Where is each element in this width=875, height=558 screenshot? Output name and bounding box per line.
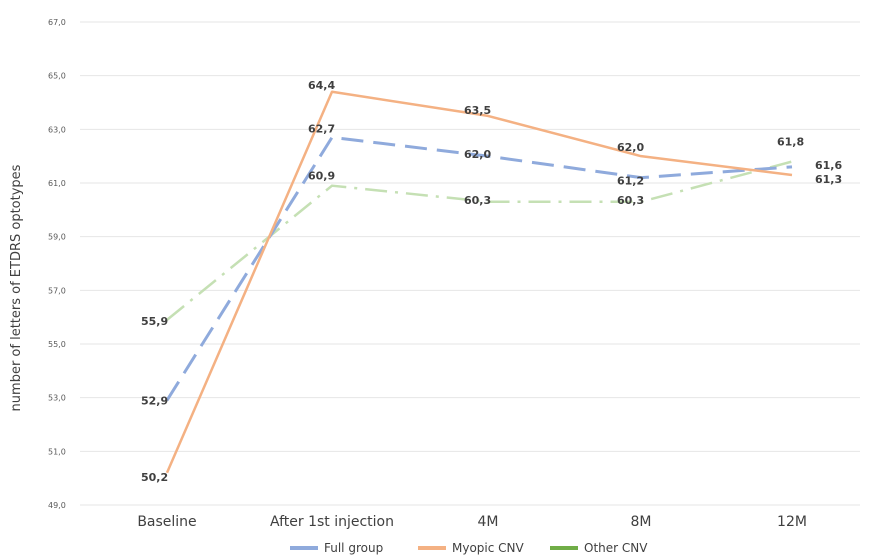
y-tick-label: 67,0 [48,18,66,27]
data-label: 62,0 [617,141,644,154]
data-label: 62,7 [308,122,335,135]
y-tick-label: 65,0 [48,72,66,81]
data-label: 50,2 [141,471,168,484]
x-tick-label: After 1st injection [270,514,394,530]
series-lines [165,90,793,474]
data-label: 61,6 [815,159,842,172]
legend-label: Myopic CNV [452,541,525,555]
legend-label: Other CNV [584,541,648,555]
data-label: 63,5 [464,104,491,117]
data-label: 55,9 [141,315,168,328]
x-tick-label: 8M [631,514,652,530]
x-tick-label: 4M [478,514,499,530]
series-line-other-cnv [166,160,793,321]
y-tick-label: 55,0 [48,340,66,349]
data-label: 60,9 [308,170,335,183]
data-label: 62,0 [464,148,491,161]
y-tick-label: 53,0 [48,394,66,403]
data-label: 61,3 [815,173,842,186]
x-tick-label: 12M [777,514,807,530]
y-tick-label: 59,0 [48,233,66,242]
data-label: 60,3 [464,194,491,207]
gridlines [80,21,860,506]
y-axis-ticks: 49,0 51,0 53,0 55,0 57,0 59,0 61,0 63,0 65,0 67,0 [48,18,66,510]
data-label: 61,2 [617,175,644,188]
legend: Full group Myopic CNV Other CNV [290,541,648,555]
series-line-myopic-cnv [165,90,793,474]
y-tick-label: 61,0 [48,179,66,188]
x-tick-label: Baseline [137,514,196,530]
x-axis-ticks: Baseline After 1st injection 4M 8M 12M [137,514,807,530]
y-axis-label: number of letters of ETDRS optotypes [9,164,24,411]
y-tick-label: 57,0 [48,286,66,295]
data-label: 52,9 [141,394,168,407]
data-labels: 52,9 62,7 62,0 61,2 61,6 50,2 64,4 63,5 62,0 61,3… [141,79,842,484]
y-tick-label: 49,0 [48,501,66,510]
series-line-full-group [165,135,793,402]
y-tick-label: 63,0 [48,125,66,134]
legend-label: Full group [324,541,383,555]
data-label: 64,4 [308,79,335,92]
data-label: 61,8 [777,136,804,149]
data-label: 60,3 [617,194,644,207]
y-tick-label: 51,0 [48,447,66,456]
